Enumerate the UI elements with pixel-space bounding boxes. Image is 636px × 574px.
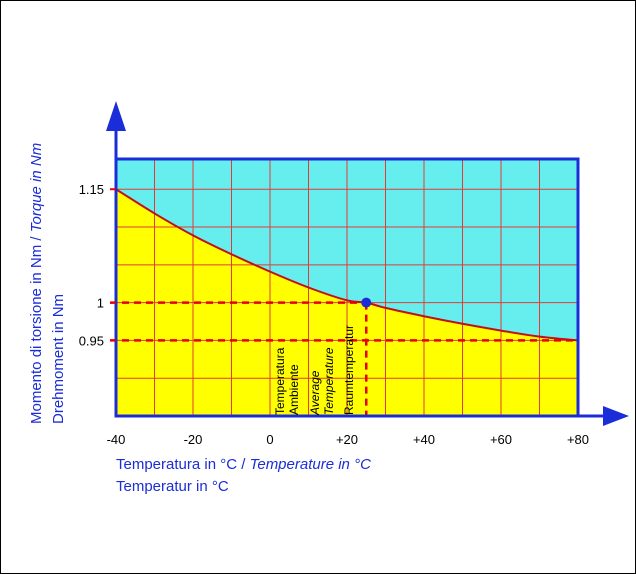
torque-curve-layer <box>115 188 579 342</box>
annotation-line3: Average <box>308 370 322 416</box>
x-tick-label: +40 <box>413 432 435 447</box>
y-tick-label: 1.15 <box>79 182 104 197</box>
y-axis-arrow-icon <box>106 101 126 131</box>
annotation-line1: Temperatura <box>273 347 287 415</box>
x-axis-title-line2: Temperatur in °C <box>116 478 229 495</box>
x-axis-title-regular: Temperatura in °C / <box>116 456 250 473</box>
x-tick-label: +60 <box>490 432 512 447</box>
y-axis-title-regular: Momento di torsione in Nm / <box>28 232 45 424</box>
annotation-line2: Ambiente <box>287 364 301 415</box>
torque-curve <box>115 188 579 342</box>
x-axis-arrow-icon <box>603 406 629 426</box>
x-tick-label: +20 <box>336 432 358 447</box>
y-tick-label: 0.95 <box>79 333 104 348</box>
y-axis-title-italic: Torque in Nm <box>28 143 45 233</box>
x-tick-label: -20 <box>184 432 203 447</box>
y-tick-label: 1 <box>97 296 104 311</box>
reference-lines <box>110 297 578 416</box>
tick-labels: -40 -20 0 +20 +40 +60 +80 1.15 1 0.95 <box>79 182 589 447</box>
x-tick-label: +80 <box>567 432 589 447</box>
annotation-line5: Raumtemperatur <box>342 325 356 415</box>
x-tick-label: 0 <box>266 432 273 447</box>
axes <box>106 101 629 426</box>
room-temperature-point <box>361 297 372 308</box>
y-axis-title-line2: Drehmoment in Nm <box>50 294 67 424</box>
x-tick-label: -40 <box>107 432 126 447</box>
y-axis-title-line1: Momento di torsione in Nm / Torque in Nm <box>28 143 45 424</box>
x-axis-title-line1: Temperatura in °C / Temperature in °C <box>116 456 371 473</box>
x-axis-title-italic: Temperature in °C <box>250 456 372 473</box>
grid-lines <box>116 159 578 416</box>
annotation-line4: Temperature <box>322 347 336 415</box>
room-temperature-annotation: Temperatura Ambiente Average Temperature… <box>273 325 356 416</box>
